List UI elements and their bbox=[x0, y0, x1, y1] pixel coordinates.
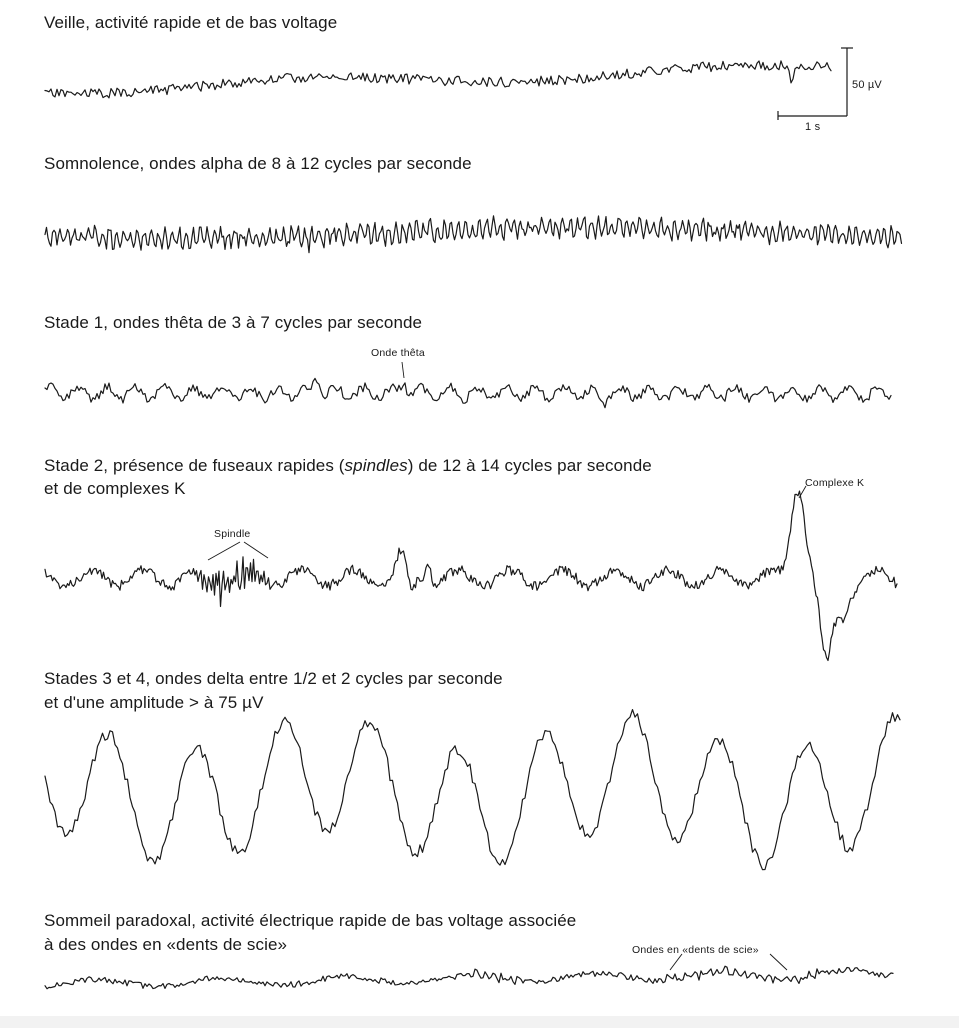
stade2-eeg-trace bbox=[44, 490, 898, 662]
paradoxal-eeg-trace bbox=[44, 965, 894, 990]
stade2-title-spindles: spindles bbox=[344, 456, 408, 475]
stade2-title: Stade 2, présence de fuseaux rapides (sp… bbox=[44, 455, 652, 477]
stade34-title: Stades 3 et 4, ondes delta entre 1/2 et … bbox=[44, 669, 503, 688]
paradoxal-title-line2: à des ondes en «dents de scie» bbox=[44, 935, 288, 954]
onde-theta-pointer bbox=[401, 361, 405, 379]
scale-bar-time-label: 1 s bbox=[805, 121, 821, 133]
veille-title: Veille, activité rapide et de bas voltag… bbox=[44, 13, 338, 32]
stade34-eeg-trace bbox=[44, 708, 901, 871]
somnolence-eeg-trace bbox=[44, 215, 903, 254]
paradoxal-title: Sommeil paradoxal, activité électrique r… bbox=[44, 911, 577, 930]
stade1-eeg-trace bbox=[44, 377, 892, 409]
stade2-title-suffix: ) de 12 à 14 cycles par seconde bbox=[407, 456, 652, 475]
scale-bar bbox=[777, 47, 853, 120]
dents-de-scie-pointers bbox=[669, 953, 788, 971]
bottom-band bbox=[0, 1016, 959, 1028]
stade2-title-prefix: Stade 2, présence de fuseaux rapides ( bbox=[44, 456, 345, 475]
somnolence-title: Somnolence, ondes alpha de 8 à 12 cycles… bbox=[44, 154, 472, 173]
onde-theta-label: Onde thêta bbox=[371, 347, 425, 359]
stade2-title-line2: et de complexes K bbox=[44, 479, 186, 498]
stade34-title-line2: et d'une amplitude > à 75 µV bbox=[44, 693, 264, 712]
veille-eeg-trace bbox=[44, 60, 832, 99]
dents-de-scie-label: Ondes en «dents de scie» bbox=[632, 944, 759, 956]
complexe-k-label: Complexe K bbox=[805, 477, 865, 489]
spindle-label: Spindle bbox=[214, 528, 251, 540]
stade1-title: Stade 1, ondes thêta de 3 à 7 cycles par… bbox=[44, 313, 423, 332]
scale-bar-amplitude-label: 50 µV bbox=[852, 79, 882, 91]
